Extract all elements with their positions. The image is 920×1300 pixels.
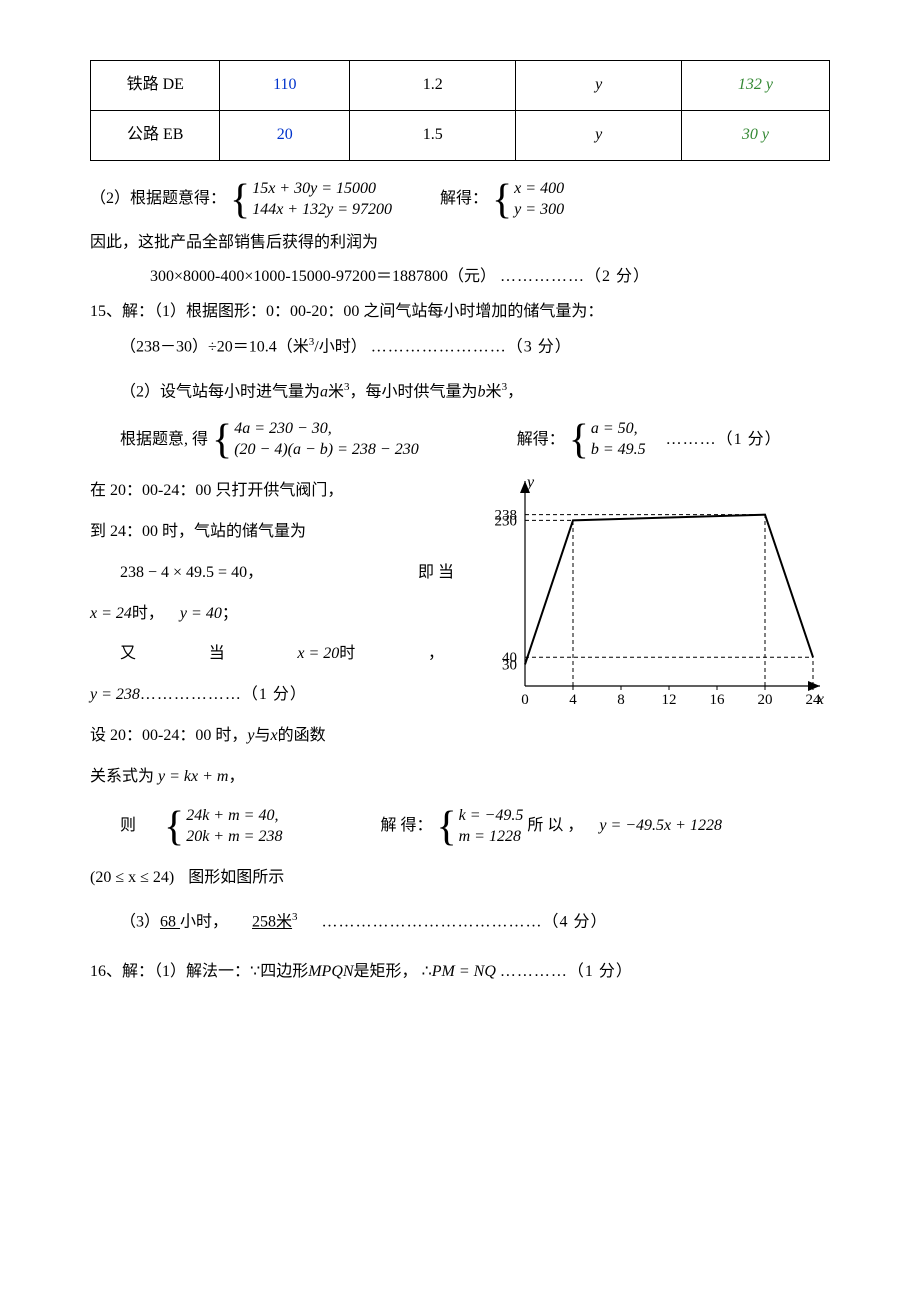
q2-system: （2）根据题意得： { 15x + 30y = 15000 144x + 132… (90, 179, 830, 221)
q15-para6: y = 238………………（1 分） (90, 681, 454, 710)
transport-table: 铁路 DE1101.2y132 y公路 EB201.5y30 y (90, 60, 830, 161)
gas-chart: 048121620243040230238xy (470, 471, 830, 742)
q15-para5: 又 当 x = 20时 ， (90, 640, 454, 669)
table-row: 公路 EB201.5y30 y (91, 110, 830, 160)
q15-system-ab: 根据题意, 得 { 4a = 230 − 30, (20 − 4)(a − b)… (90, 419, 830, 461)
svg-text:16: 16 (710, 692, 726, 708)
q2-conclusion-expr: 300×8000-400×1000-15000-97200＝1887800（元）… (90, 263, 830, 292)
q15-range: (20 ≤ x ≤ 24) 图形如图所示 (90, 864, 830, 893)
sys1-line1: 15x + 30y = 15000 (252, 179, 392, 200)
q15-para3: 238 − 4 × 49.5 = 40， 即 当 (90, 559, 454, 588)
table-cell: 1.2 (350, 61, 516, 111)
sys2-line2: y = 300 (514, 200, 564, 221)
q15-para7: 设 20：00-24：00 时，y与x的函数 (90, 722, 454, 751)
sys2-line1: x = 400 (514, 179, 564, 200)
svg-text:4: 4 (569, 692, 577, 708)
table-cell: y (516, 61, 681, 111)
svg-text:y: y (525, 474, 535, 491)
q2-solve-label: 解得： (440, 185, 488, 214)
q15-para4: x = 24时， y = 40； (90, 600, 454, 629)
table-row: 铁路 DE1101.2y132 y (91, 61, 830, 111)
table-cell: 110 (220, 61, 350, 111)
q15-para2: 到 24：00 时，气站的储气量为 (90, 518, 454, 547)
text-chart-row: 在 20：00-24：00 只打开供气阀门， 到 24：00 时，气站的储气量为… (90, 471, 830, 757)
svg-text:x: x (816, 691, 824, 708)
q15-part2-setup: （2）设气站每小时进气量为a米3，每小时供气量为b米3， (90, 378, 830, 407)
table-cell: 铁路 DE (91, 61, 220, 111)
table-cell: 1.5 (350, 110, 516, 160)
q16-line: 16、解：（1）解法一：∵四边形MPQN是矩形， ∴PM = NQ …………（1… (90, 958, 830, 987)
q2-label: （2）根据题意得： (90, 185, 226, 214)
q2-conclusion-label: 因此，这批产品全部销售后获得的利润为 (90, 229, 830, 258)
table-cell: 132 y (681, 61, 829, 111)
svg-text:40: 40 (502, 650, 517, 666)
table-cell: 20 (220, 110, 350, 160)
table-cell: y (516, 110, 681, 160)
q15-final-system: 则 { 24k + m = 40, 20k + m = 238 解 得： { k… (90, 806, 830, 848)
q15-para8: 关系式为 y = kx + m， (90, 763, 830, 792)
svg-text:0: 0 (521, 692, 529, 708)
q15-para1: 在 20：00-24：00 只打开供气阀门， (90, 477, 454, 506)
table-cell: 公路 EB (91, 110, 220, 160)
svg-text:8: 8 (617, 692, 625, 708)
q15-header: 15、解：（1）根据图形：0：00-20：00 之间气站每小时增加的储气量为： (90, 298, 830, 327)
table-cell: 30 y (681, 110, 829, 160)
sys1-line2: 144x + 132y = 97200 (252, 200, 392, 221)
svg-text:12: 12 (662, 692, 677, 708)
svg-text:20: 20 (758, 692, 773, 708)
svg-text:238: 238 (495, 508, 518, 524)
q15-part3: （3）68 小时， 258米3 …………………………………（4 分） (90, 908, 830, 937)
q15-rate-line: （238－30）÷20＝10.4（米3/小时） ……………………（3 分） (90, 333, 830, 362)
